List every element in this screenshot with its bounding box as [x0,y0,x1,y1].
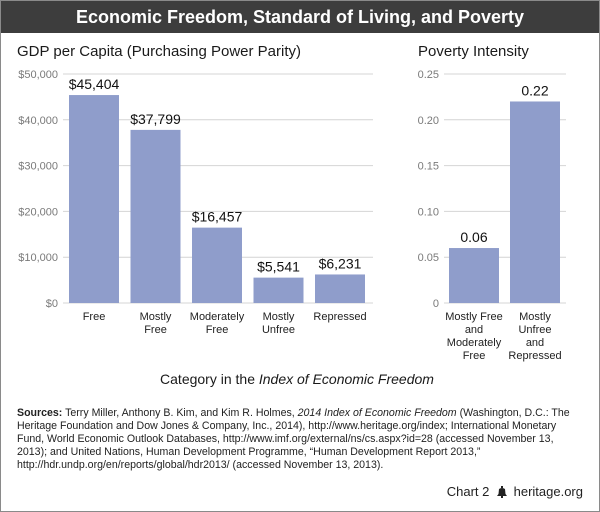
poverty-bar [510,101,560,303]
poverty-value-label: 0.06 [460,229,487,245]
poverty-category-label-line: Mostly [519,311,551,323]
gdp-y-tick-label: $20,000 [18,206,58,218]
site-name: heritage.org [513,484,583,500]
poverty-category-label-line: and [465,324,483,336]
gdp-value-label: $37,799 [130,111,181,127]
gdp-category-label-line: Free [83,311,106,323]
poverty-y-tick-label: 0.25 [418,69,439,81]
gdp-category-label-line: Repressed [313,311,366,323]
x-axis-caption: Category in the Index of Economic Freedo… [160,371,434,387]
gdp-bar [253,277,304,303]
liberty-bell-icon [496,485,507,498]
gdp-category-label: Repressed [313,311,366,323]
sources-text-1: Terry Miller, Anthony B. Kim, and Kim R.… [62,407,298,419]
bar-charts: $0 $10,000 $20,000 $30,000 $40,000 $50,000 $45… [18,69,566,387]
gdp-bar [130,129,181,303]
gdp-y-tick-label: $10,000 [18,252,58,264]
poverty-y-tick-label: 0.15 [418,161,439,173]
poverty-bar [449,248,499,303]
gdp-category-label-line: Mostly [263,311,295,323]
gdp-bar [69,95,119,303]
gdp-category-label: Mostly Free [140,311,172,336]
poverty-category-label-line: Mostly Free [445,311,502,323]
gdp-value-label: $16,457 [192,209,243,225]
poverty-y-tick-label: 0.20 [418,115,439,127]
poverty-value-label: 0.22 [521,82,548,98]
poverty-y-tick-label: 0 [433,298,439,310]
poverty-category-label-line: Free [463,350,486,362]
chart-title: Economic Freedom, Standard of Living, an… [1,1,599,33]
gdp-category-label: Mostly Unfree [262,311,295,336]
sources-text-2: (Washington, D.C.: The Heritage Foundati… [17,407,570,471]
gdp-value-label: $45,404 [69,76,120,92]
gdp-y-tick-label: $40,000 [18,115,58,127]
poverty-category-label-line: and [526,337,544,349]
sources-title-italic: 2014 Index of Economic Freedom [297,407,457,419]
gdp-y-tick-label: $30,000 [18,161,58,173]
gdp-bar [192,227,242,303]
x-axis-caption-italic: Index of Economic Freedom [259,371,434,387]
gdp-category-label: Moderately Free [190,311,245,336]
gdp-panel-title: GDP per Capita (Purchasing Power Parity) [17,43,302,60]
gdp-category-label-line: Mostly [140,311,172,323]
poverty-y-tick-label: 0.05 [418,252,439,264]
poverty-category-label: Mostly Free and Moderately Free [445,311,502,362]
x-axis-caption-prefix: Category in the [160,371,259,387]
gdp-y-tick-label: $0 [46,298,58,310]
gdp-category-label-line: Unfree [262,324,295,336]
gdp-y-tick-label: $50,000 [18,69,58,81]
poverty-category-label-line: Moderately [447,337,502,349]
poverty-category-label: Mostly Unfree and Repressed [508,311,561,362]
gdp-value-label: $6,231 [319,255,362,271]
poverty-y-tick-label: 0.10 [418,206,439,218]
gdp-category-label-line: Moderately [190,311,245,323]
poverty-category-label-line: Repressed [508,350,561,362]
poverty-panel-title: Poverty Intensity [418,43,529,60]
gdp-category-label-line: Free [206,324,229,336]
sources-label: Sources: [17,407,63,419]
sources-note: Sources: Terry Miller, Anthony B. Kim, a… [17,407,585,472]
footer: Chart 2 heritage.org [447,483,583,499]
gdp-value-label: $5,541 [257,259,300,275]
poverty-category-label-line: Unfree [518,324,551,336]
gdp-category-label: Free [83,311,106,323]
gdp-category-label-line: Free [144,324,167,336]
chart-number: Chart 2 [446,484,490,500]
gdp-bar [315,274,365,303]
